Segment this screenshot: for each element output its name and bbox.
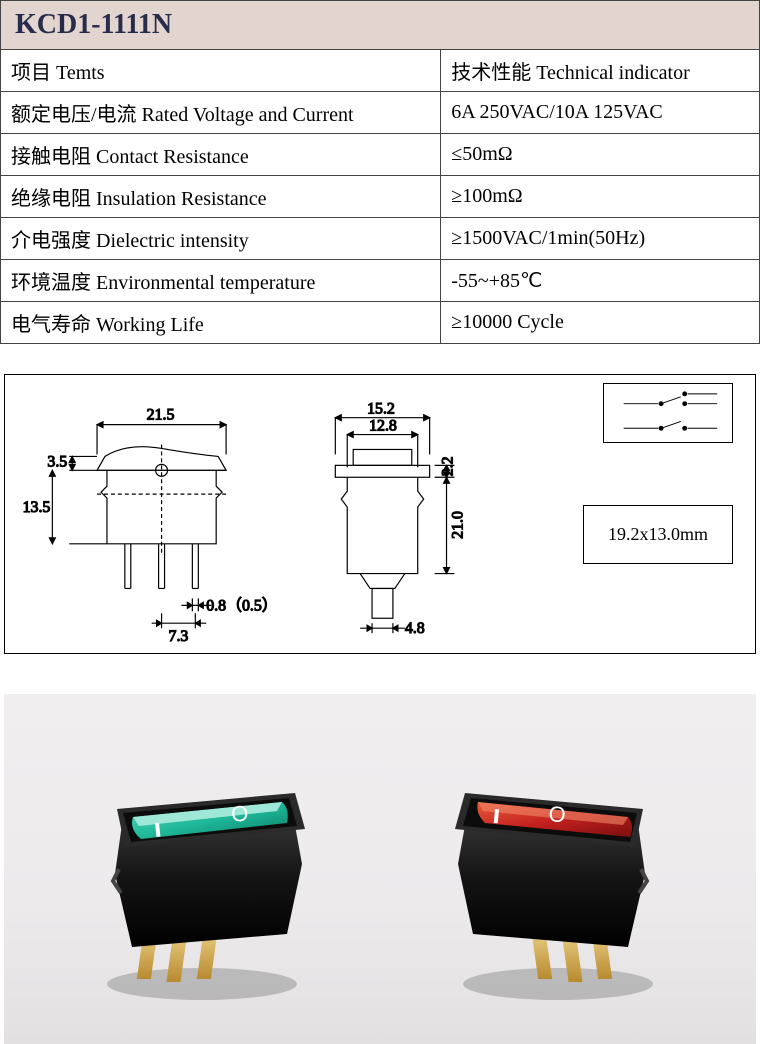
spec-value: ≥10000 Cycle [441, 302, 760, 344]
dim-pin-w: 0.8（0.5） [206, 596, 277, 614]
dim-side-body-h: 13.5 [23, 499, 51, 516]
table-row: 绝缘电阻 Insulation Resistance≥100mΩ [1, 176, 760, 218]
table-row: 额定电压/电流 Rated Voltage and Current6A 250V… [1, 92, 760, 134]
dim-front-inner-w: 12.8 [369, 418, 397, 435]
spec-label: 电气寿命 Working Life [1, 302, 441, 344]
cutout-dimension: 19.2x13.0mm [608, 524, 708, 544]
svg-text:O: O [230, 800, 250, 827]
dim-side-width: 21.5 [147, 407, 175, 424]
header-items: 项目 Temts [1, 50, 441, 92]
table-row: 介电强度 Dielectric intensity≥1500VAC/1min(5… [1, 218, 760, 260]
spec-label: 接触电阻 Contact Resistance [1, 134, 441, 176]
product-photo-panel: O [4, 694, 756, 1044]
dim-pitch: 7.3 [169, 628, 189, 645]
product-title-bar: KCD1-1111N [0, 0, 760, 49]
table-row: 环境温度 Environmental temperature-55~+85℃ [1, 260, 760, 302]
circuit-schematic-box [603, 383, 733, 443]
dim-front-outer-w: 15.2 [367, 401, 395, 418]
spec-label: 额定电压/电流 Rated Voltage and Current [1, 92, 441, 134]
table-row: 接触电阻 Contact Resistance≤50mΩ [1, 134, 760, 176]
table-header-row: 项目 Temts 技术性能 Technical indicator [1, 50, 760, 92]
spec-label: 环境温度 Environmental temperature [1, 260, 441, 302]
spec-value: ≥100mΩ [441, 176, 760, 218]
spec-value: ≤50mΩ [441, 134, 760, 176]
dim-side-top-h: 3.5 [47, 453, 67, 470]
dim-front-body-h: 21.0 [449, 511, 466, 539]
spec-label: 绝缘电阻 Insulation Resistance [1, 176, 441, 218]
panel-cutout-box: 19.2x13.0mm [583, 505, 733, 564]
spec-value: ≥1500VAC/1min(50Hz) [441, 218, 760, 260]
circuit-schematic-icon [604, 384, 732, 443]
spec-value: -55~+85℃ [441, 260, 760, 302]
dim-front-pin-w: 4.8 [405, 620, 425, 637]
product-code: KCD1-1111N [15, 9, 172, 40]
product-photo-green: O [77, 729, 327, 1009]
technical-drawing-panel: 19.2x13.0mm 21.5 3.5 13.5 [4, 374, 756, 654]
svg-text:O: O [548, 801, 567, 827]
dim-front-flange-h: 2.2 [439, 456, 456, 476]
table-row: 电气寿命 Working Life≥10000 Cycle [1, 302, 760, 344]
spec-value: 6A 250VAC/10A 125VAC [441, 92, 760, 134]
header-indicator: 技术性能 Technical indicator [441, 50, 760, 92]
product-photo-red: O [433, 729, 683, 1009]
spec-label: 介电强度 Dielectric intensity [1, 218, 441, 260]
spec-table: 项目 Temts 技术性能 Technical indicator 额定电压/电… [0, 49, 760, 344]
